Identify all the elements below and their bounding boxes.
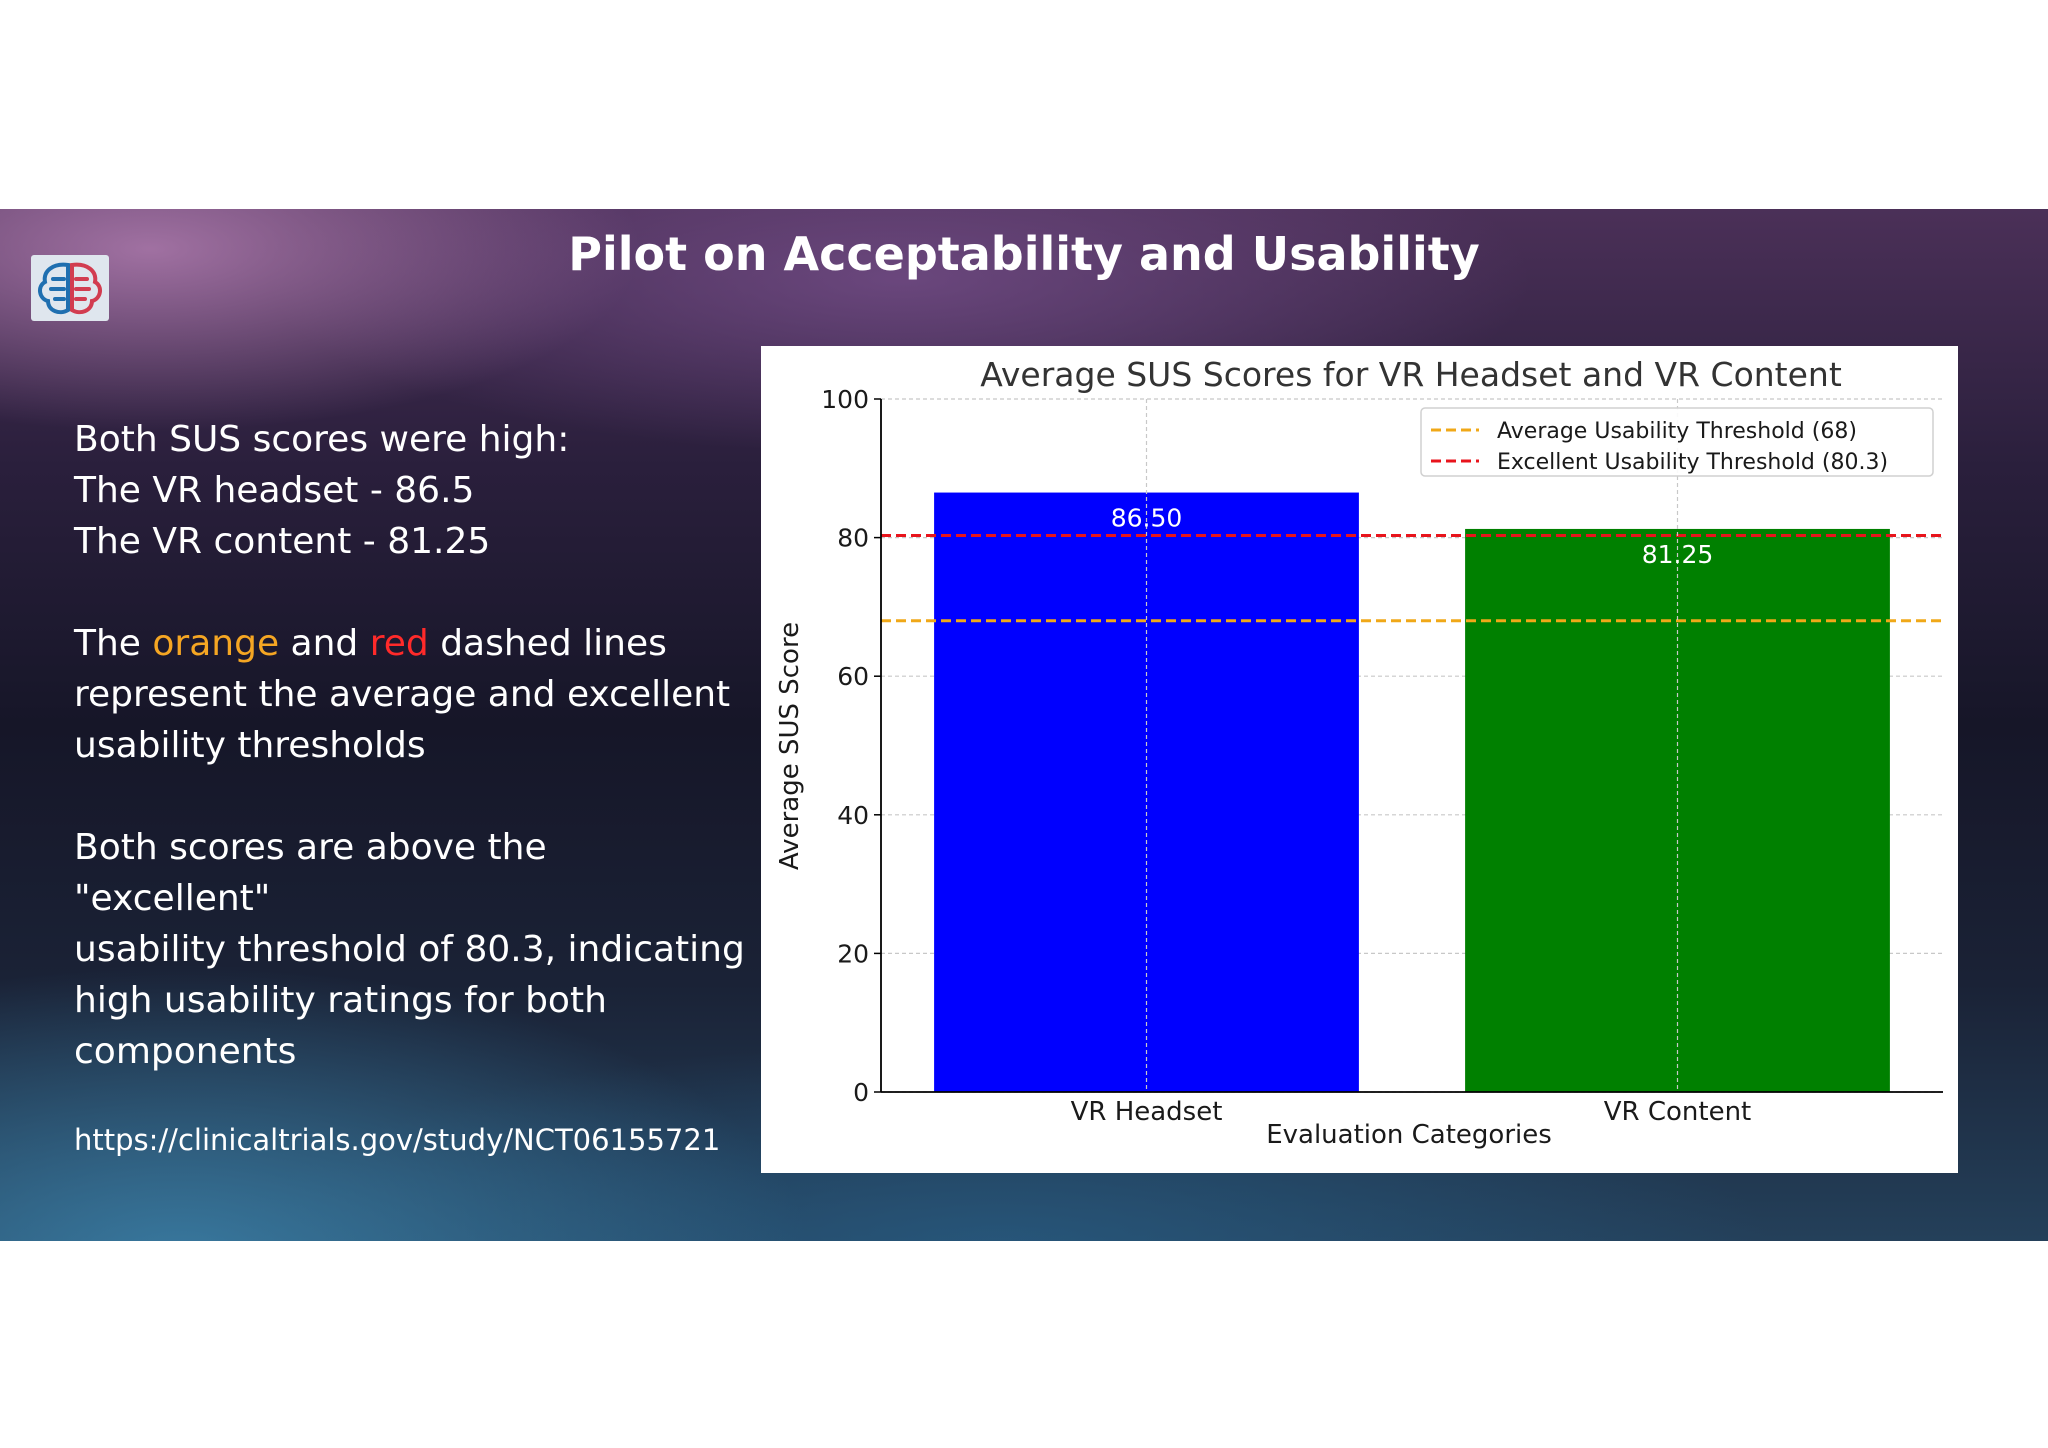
- conclusion-line-2: usability threshold of 80.3, indicating: [74, 929, 745, 970]
- content-score-text: The VR content - 81.25: [74, 521, 491, 562]
- conclusion-line-3: high usability ratings for both: [74, 980, 607, 1021]
- summary-text: Both SUS scores were high: The VR headse…: [74, 414, 754, 1160]
- y-axis-label: Average SUS Score: [775, 622, 805, 870]
- slide-title: Pilot on Acceptability and Usability: [568, 227, 1480, 281]
- legend-entry: Excellent Usability Threshold (80.3): [1497, 450, 1888, 475]
- chart-panel: 86.50 81.25 0 20 40 60 80 100 VR Headset VR Cont…: [761, 346, 1958, 1173]
- sus-bar-chart: 86.50 81.25 0 20 40 60 80 100 VR Headset VR Cont…: [775, 355, 1943, 1150]
- y-tick-label: 20: [837, 939, 869, 968]
- bar-vr-content: [1465, 528, 1890, 1092]
- chart-title: Average SUS Scores for VR Headset and VR…: [980, 355, 1842, 394]
- x-tick-label: VR Headset: [1071, 1097, 1223, 1127]
- conclusion-paragraph: Both scores are above the "excellent" us…: [74, 822, 754, 1077]
- y-tick-label: 0: [853, 1078, 869, 1107]
- y-tick-label: 100: [821, 385, 869, 414]
- y-tick-label: 80: [837, 524, 869, 553]
- legend-box: [1420, 407, 1934, 477]
- bar-value-label: 81.25: [1642, 540, 1714, 569]
- scores-intro: Both SUS scores were high:: [74, 419, 570, 460]
- threshold-paragraph: The orange and red dashed lines represen…: [74, 618, 754, 771]
- threshold-line-3: usability thresholds: [74, 725, 426, 766]
- brain-logo-icon: [31, 255, 109, 321]
- y-tick-label: 40: [837, 801, 869, 830]
- orange-word: orange: [152, 623, 280, 664]
- x-tick-label: VR Content: [1604, 1097, 1752, 1127]
- threshold-line-2: represent the average and excellent: [74, 674, 731, 715]
- text-prefix: The: [74, 623, 153, 664]
- slide: Pilot on Acceptability and Usability Bot…: [0, 209, 2048, 1241]
- y-tick-label: 60: [837, 662, 869, 691]
- study-link[interactable]: https://clinicaltrials.gov/study/NCT0615…: [74, 1123, 721, 1157]
- scores-paragraph: Both SUS scores were high: The VR headse…: [74, 414, 754, 567]
- conclusion-line-1: Both scores are above the "excellent": [74, 827, 547, 919]
- conclusion-line-4: components: [74, 1031, 297, 1072]
- legend-entry: Average Usability Threshold (68): [1497, 419, 1857, 444]
- headset-score-text: The VR headset - 86.5: [74, 470, 475, 511]
- text-middle: and: [279, 623, 370, 664]
- x-axis-label: Evaluation Categories: [1266, 1120, 1552, 1150]
- red-word: red: [369, 623, 429, 664]
- bar-value-label: 86.50: [1111, 504, 1183, 533]
- text-suffix: dashed lines: [428, 623, 667, 664]
- threshold-line-1: The orange and red dashed lines: [74, 618, 754, 669]
